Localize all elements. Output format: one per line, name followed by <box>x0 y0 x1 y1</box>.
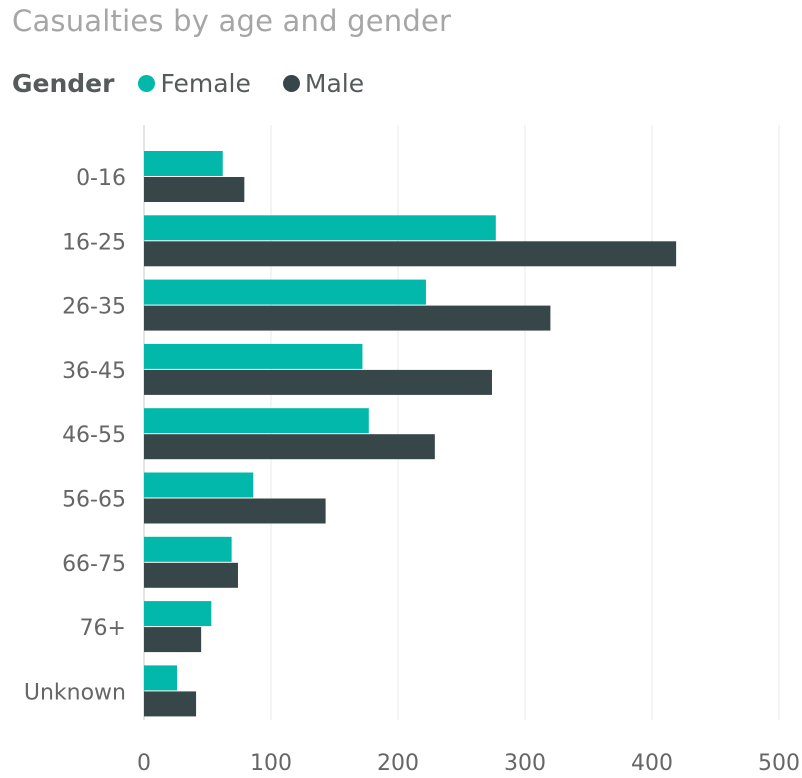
bar-female-16-25[interactable] <box>144 215 496 241</box>
y-tick-label: 66-75 <box>62 552 126 577</box>
y-tick-label: 26-35 <box>62 295 126 320</box>
legend-title: Gender <box>12 68 115 98</box>
y-tick-label: 76+ <box>80 616 126 641</box>
bar-male-46-55[interactable] <box>144 434 435 460</box>
x-tick-label: 100 <box>250 751 292 776</box>
bar-male-0-16[interactable] <box>144 177 245 202</box>
x-tick-label: 0 <box>137 751 151 776</box>
chart-title: Casualties by age and gender <box>12 4 452 38</box>
male-dot-icon <box>282 74 300 92</box>
bar-male-unknown[interactable] <box>144 691 197 717</box>
legend-item-female[interactable]: Female <box>138 68 251 98</box>
x-tick-label: 400 <box>631 751 673 776</box>
y-tick-label: 36-45 <box>62 359 126 384</box>
bar-female-36-45[interactable] <box>144 343 363 369</box>
x-tick-label: 500 <box>758 751 800 776</box>
bar-male-26-35[interactable] <box>144 305 551 331</box>
x-tick-label: 300 <box>504 751 546 776</box>
bar-female-46-55[interactable] <box>144 408 369 434</box>
bar-male-76plus[interactable] <box>144 627 202 653</box>
female-dot-icon <box>138 74 156 92</box>
legend-label-female: Female <box>160 68 251 98</box>
y-tick-label: 56-65 <box>62 488 126 513</box>
bar-male-36-45[interactable] <box>144 369 492 395</box>
bar-female-76plus[interactable] <box>144 601 212 627</box>
legend-label-male: Male <box>304 68 365 98</box>
bar-female-unknown[interactable] <box>144 665 178 691</box>
bar-female-56-65[interactable] <box>144 472 254 498</box>
bar-male-56-65[interactable] <box>144 498 326 524</box>
bar-male-16-25[interactable] <box>144 241 677 267</box>
bar-female-66-75[interactable] <box>144 536 232 562</box>
y-tick-label: 0-16 <box>76 166 126 191</box>
y-tick-label: 46-55 <box>62 423 126 448</box>
y-tick-label: Unknown <box>24 680 126 705</box>
y-tick-label: 16-25 <box>62 230 126 255</box>
x-tick-label: 200 <box>377 751 419 776</box>
legend-item-male[interactable]: Male <box>282 68 365 98</box>
bar-male-66-75[interactable] <box>144 562 238 588</box>
bar-female-0-16[interactable] <box>144 151 223 176</box>
bar-female-26-35[interactable] <box>144 279 426 305</box>
legend: Gender Female Male <box>12 66 396 100</box>
